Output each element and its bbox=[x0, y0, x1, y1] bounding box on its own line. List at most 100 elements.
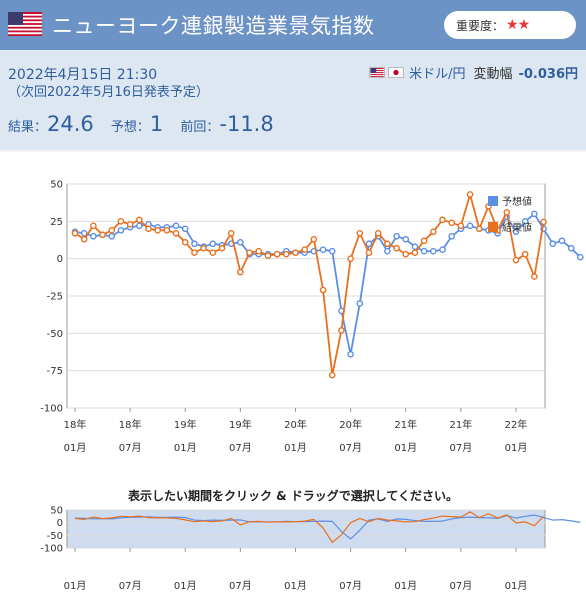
data-point-0 bbox=[80, 229, 88, 237]
data-point-0 bbox=[521, 218, 529, 225]
data-point-0 bbox=[365, 240, 373, 248]
data-point-0 bbox=[466, 222, 474, 230]
data-point-1 bbox=[301, 246, 308, 254]
x-tick-year: 19年 bbox=[229, 418, 252, 431]
nav-y-tick-label: -100 bbox=[40, 544, 63, 555]
nav-x-tick-month: 01月 bbox=[64, 580, 87, 592]
data-point-1 bbox=[411, 249, 419, 256]
x-tick-month: 07月 bbox=[229, 442, 252, 454]
data-point-1 bbox=[457, 222, 465, 230]
navigator-chart[interactable]: 500 -50 -100 01月 07月 01月 07月 01月 07月 01月 07月 01月 bbox=[0, 504, 586, 609]
data-point-1 bbox=[475, 225, 483, 233]
us-flag-icon bbox=[8, 12, 42, 36]
importance-stars: ★★ bbox=[506, 17, 530, 33]
data-point-1 bbox=[531, 273, 538, 280]
x-tick-year: 20年 bbox=[284, 418, 307, 431]
data-point-0 bbox=[356, 300, 364, 307]
data-point-1 bbox=[356, 229, 364, 237]
data-point-1 bbox=[347, 255, 354, 262]
data-point-1 bbox=[430, 228, 437, 236]
data-point-1 bbox=[191, 249, 198, 256]
result-label: 結果： bbox=[8, 120, 48, 135]
move-label: 変動幅 bbox=[473, 67, 513, 82]
legend-swatch-1 bbox=[488, 222, 498, 232]
data-point-1 bbox=[466, 191, 474, 198]
nav-series-line-1 bbox=[74, 511, 545, 543]
data-point-0 bbox=[191, 240, 198, 248]
data-point-0 bbox=[181, 225, 189, 233]
data-point-0 bbox=[328, 247, 336, 255]
data-point-0 bbox=[567, 244, 575, 252]
data-point-0 bbox=[577, 253, 584, 261]
data-point-0 bbox=[448, 232, 455, 240]
data-point-0 bbox=[531, 210, 538, 218]
header-bar: ニューヨーク連銀製造業景気指数 重要度： ★★ bbox=[0, 0, 586, 50]
forecast-label: 予想： bbox=[110, 120, 150, 135]
data-point-0 bbox=[117, 226, 125, 234]
data-point-1 bbox=[71, 229, 79, 237]
data-point-0 bbox=[319, 246, 327, 254]
data-point-1 bbox=[540, 218, 547, 226]
y-tick-label: 50 bbox=[50, 180, 63, 191]
data-point-1 bbox=[227, 229, 235, 237]
data-point-0 bbox=[90, 232, 97, 240]
data-point-0 bbox=[393, 232, 400, 240]
data-point-1 bbox=[90, 222, 97, 230]
x-tick-year: 22年 bbox=[505, 418, 528, 431]
data-point-1 bbox=[374, 229, 382, 237]
move-value: -0.036円 bbox=[518, 67, 578, 82]
navigator-title: 表示したい期間をクリック & ドラッグで選択してください。 bbox=[127, 489, 459, 503]
nav-x-tick-month: 01月 bbox=[505, 580, 528, 592]
nav-y-tick-label: -50 bbox=[47, 531, 63, 542]
legend-swatch-0 bbox=[488, 196, 498, 206]
data-point-1 bbox=[338, 327, 345, 334]
result-value: 24.6 bbox=[47, 112, 94, 136]
data-point-1 bbox=[393, 244, 400, 252]
legend-label-0: 予想値 bbox=[502, 195, 532, 208]
data-point-0 bbox=[558, 237, 566, 245]
data-point-1 bbox=[136, 216, 143, 224]
data-point-0 bbox=[439, 246, 446, 254]
result-summary: 結果：24.6 予想：1 前回：-11.8 bbox=[8, 112, 286, 136]
data-point-1 bbox=[319, 286, 327, 294]
data-point-0 bbox=[402, 235, 410, 243]
data-point-1 bbox=[218, 244, 226, 252]
x-tick-year: 20年 bbox=[339, 418, 362, 431]
y-tick-label: -75 bbox=[47, 366, 63, 377]
x-tick-year: 21年 bbox=[394, 418, 417, 431]
previous-label: 前回： bbox=[180, 120, 220, 135]
data-point-1 bbox=[384, 240, 391, 248]
y-tick-label: 0 bbox=[57, 254, 63, 265]
release-date: 2022年4月15日 21:30 bbox=[8, 67, 158, 83]
next-release: （次回2022年5月16日発表予定） bbox=[8, 85, 209, 100]
data-point-1 bbox=[512, 256, 520, 264]
data-point-1 bbox=[172, 229, 180, 237]
data-point-0 bbox=[512, 228, 520, 236]
x-tick-month: 01月 bbox=[505, 442, 528, 454]
data-point-1 bbox=[246, 249, 253, 256]
data-point-1 bbox=[283, 250, 290, 258]
data-point-1 bbox=[521, 250, 529, 258]
data-point-1 bbox=[200, 244, 207, 252]
data-point-0 bbox=[384, 247, 391, 255]
x-tick-year: 21年 bbox=[450, 418, 473, 431]
series-line-1 bbox=[74, 193, 545, 376]
importance-label: 重要度： bbox=[456, 18, 505, 33]
legend-label-1: 結果値 bbox=[502, 221, 532, 234]
x-tick-year: 18年 bbox=[64, 418, 87, 431]
data-point-0 bbox=[411, 243, 419, 251]
data-point-0 bbox=[108, 232, 116, 240]
data-point-1 bbox=[439, 216, 446, 224]
data-point-0 bbox=[347, 350, 354, 358]
main-chart[interactable]: 50250-25-50-75-10018年01月18年07月19年01月19年0… bbox=[0, 152, 586, 482]
currency-pair-link[interactable]: 米ドル/円 bbox=[409, 67, 466, 82]
x-tick-month: 07月 bbox=[450, 442, 473, 454]
jp-flag-icon bbox=[388, 67, 405, 78]
data-point-1 bbox=[117, 218, 125, 225]
nav-x-tick-month: 07月 bbox=[119, 580, 142, 592]
data-point-1 bbox=[99, 231, 106, 239]
data-point-1 bbox=[292, 249, 299, 256]
data-point-1 bbox=[80, 235, 88, 243]
chart-card: 50 25 0 -25 -50 -75 -100 18年 01月 18年 07月 19年 01月 19年 0… bbox=[0, 152, 586, 613]
release-info-panel: 2022年4月15日 21:30 （次回2022年5月16日発表予定） 米ドル/… bbox=[0, 50, 586, 150]
